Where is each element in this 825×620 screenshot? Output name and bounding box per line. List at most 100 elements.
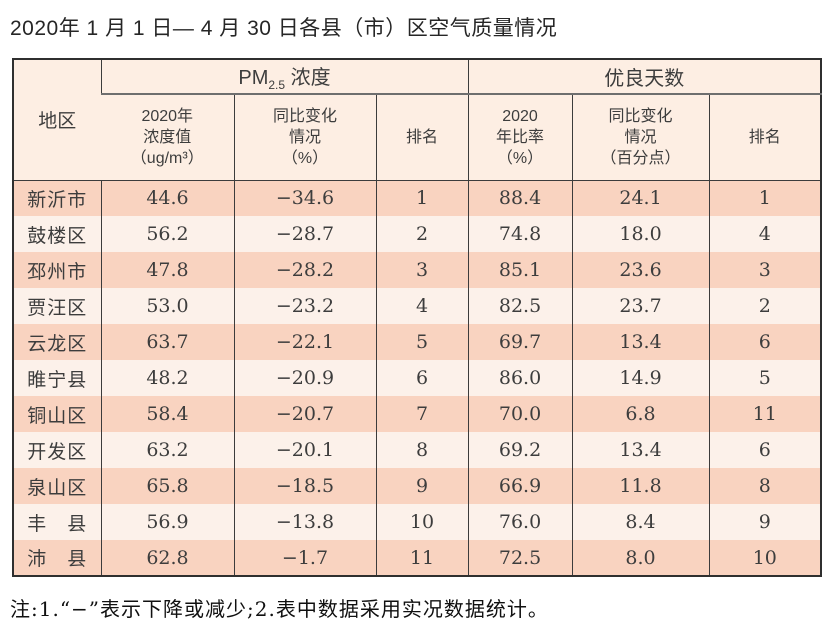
cell-pm-change: −34.6: [233, 180, 376, 216]
cell-pm-value: 56.9: [100, 504, 234, 540]
table-row: 新沂市 44.6 −34.6 1 88.4 24.1 1: [13, 180, 822, 216]
cell-ratio: 70.0: [467, 396, 573, 432]
cell-ratio: 72.5: [467, 540, 573, 576]
table-row: 邳州市 47.8 −28.2 3 85.1 23.6 3: [13, 252, 822, 288]
table-row: 睢宁县 48.2 −20.9 6 86.0 14.9 5: [13, 360, 822, 396]
cell-ratio-rank: 10: [708, 540, 822, 576]
header-group-pm25: PM2.5 浓度: [100, 59, 469, 95]
cell-ratio: 86.0: [467, 360, 573, 396]
cell-pm-value: 48.2: [100, 360, 234, 396]
cell-pm-value: 63.7: [100, 324, 234, 360]
header-pm25-value: 2020年 浓度值 （ug/m³）: [101, 94, 234, 181]
cell-ratio-rank: 8: [708, 468, 822, 504]
cell-ratio-change: 23.7: [571, 288, 710, 324]
cell-pm-rank: 10: [375, 504, 469, 540]
table-body: 新沂市 44.6 −34.6 1 88.4 24.1 1 鼓楼区 56.2 −2…: [13, 180, 822, 576]
header-ratio-change: 同比变化 情况 （百分点）: [571, 94, 710, 181]
cell-pm-value: 58.4: [100, 396, 234, 432]
cell-region: 泉山区: [13, 468, 101, 504]
cell-region: 新沂市: [13, 180, 101, 216]
cell-pm-change: −23.2: [233, 288, 376, 324]
table-row: 开发区 63.2 −20.1 8 69.2 13.4 6: [13, 432, 822, 468]
cell-pm-rank: 5: [375, 324, 469, 360]
header-region: 地区: [13, 59, 101, 181]
cell-pm-change: −20.9: [233, 360, 376, 396]
cell-pm-rank: 1: [375, 180, 469, 216]
cell-region: 邳州市: [13, 252, 101, 288]
page-title: 2020年 1 月 1 日— 4 月 30 日各县（市）区空气质量情况: [10, 17, 558, 40]
cell-pm-value: 47.8: [100, 252, 234, 288]
cell-region: 丰 县: [13, 504, 101, 540]
header-ratio-rank: 排名: [708, 94, 822, 181]
table-row: 云龙区 63.7 −22.1 5 69.7 13.4 6: [13, 324, 822, 360]
cell-ratio-change: 18.0: [571, 216, 710, 252]
cell-pm-value: 65.8: [100, 468, 234, 504]
cell-pm-rank: 7: [375, 396, 469, 432]
table-row: 泉山区 65.8 −18.5 9 66.9 11.8 8: [13, 468, 822, 504]
cell-ratio-rank: 3: [708, 252, 822, 288]
cell-region: 鼓楼区: [13, 216, 101, 252]
cell-pm-change: −28.2: [233, 252, 376, 288]
cell-ratio-rank: 2: [708, 288, 822, 324]
cell-pm-rank: 11: [375, 540, 469, 576]
cell-pm-change: −1.7: [233, 540, 376, 576]
cell-ratio-rank: 6: [708, 324, 822, 360]
header-group-good-days: 优良天数: [467, 59, 822, 95]
cell-ratio: 82.5: [467, 288, 573, 324]
cell-ratio: 74.8: [467, 216, 573, 252]
cell-pm-change: −20.7: [233, 396, 376, 432]
cell-pm-change: −20.1: [233, 432, 376, 468]
cell-ratio: 69.7: [467, 324, 573, 360]
cell-ratio-change: 8.4: [571, 504, 710, 540]
cell-ratio-change: 8.0: [571, 540, 710, 576]
cell-ratio: 85.1: [467, 252, 573, 288]
cell-region: 睢宁县: [13, 360, 101, 396]
table-header: 地区 PM2.5 浓度 优良天数 2020年 浓度值 （ug/m³） 同比变化 …: [13, 59, 822, 181]
cell-pm-value: 53.0: [100, 288, 234, 324]
cell-pm-rank: 9: [375, 468, 469, 504]
cell-pm-change: −22.1: [233, 324, 376, 360]
cell-ratio-rank: 11: [708, 396, 822, 432]
cell-ratio: 88.4: [467, 180, 573, 216]
cell-pm-value: 56.2: [100, 216, 234, 252]
table-footnote: 注:1.“−”表示下降或减少;2.表中数据采用实况数据统计。: [10, 597, 549, 620]
cell-ratio-change: 14.9: [571, 360, 710, 396]
table-row: 贾汪区 53.0 −23.2 4 82.5 23.7 2: [13, 288, 822, 324]
cell-ratio-rank: 5: [708, 360, 822, 396]
cell-ratio-change: 23.6: [571, 252, 710, 288]
cell-ratio-change: 13.4: [571, 324, 710, 360]
cell-ratio: 66.9: [467, 468, 573, 504]
header-pm25-rank: 排名: [375, 94, 469, 181]
cell-pm-rank: 8: [375, 432, 469, 468]
table-row: 丰 县 56.9 −13.8 10 76.0 8.4 9: [13, 504, 822, 540]
pm25-prefix: PM: [238, 67, 269, 89]
table-row: 铜山区 58.4 −20.7 7 70.0 6.8 11: [13, 396, 822, 432]
header-ratio: 2020 年比率 （%）: [467, 94, 573, 181]
cell-region: 贾汪区: [13, 288, 101, 324]
table-row: 鼓楼区 56.2 −28.7 2 74.8 18.0 4: [13, 216, 822, 252]
pm25-subscript: 2.5: [268, 78, 286, 92]
cell-ratio-rank: 9: [708, 504, 822, 540]
cell-ratio-change: 6.8: [571, 396, 710, 432]
cell-pm-rank: 2: [375, 216, 469, 252]
cell-region: 云龙区: [13, 324, 101, 360]
air-quality-table: 地区 PM2.5 浓度 优良天数 2020年 浓度值 （ug/m³） 同比变化 …: [12, 58, 823, 577]
pm25-suffix: 浓度: [285, 67, 331, 89]
cell-ratio: 69.2: [467, 432, 573, 468]
cell-ratio: 76.0: [467, 504, 573, 540]
cell-pm-rank: 3: [375, 252, 469, 288]
cell-ratio-rank: 4: [708, 216, 822, 252]
cell-pm-value: 62.8: [100, 540, 234, 576]
cell-pm-change: −28.7: [233, 216, 376, 252]
cell-pm-change: −13.8: [233, 504, 376, 540]
table-row: 沛 县 62.8 −1.7 11 72.5 8.0 10: [13, 540, 822, 576]
cell-ratio-rank: 1: [708, 180, 822, 216]
cell-ratio-rank: 6: [708, 432, 822, 468]
header-pm25-change: 同比变化 情况 （%）: [233, 94, 376, 181]
cell-pm-rank: 4: [375, 288, 469, 324]
cell-pm-value: 63.2: [100, 432, 234, 468]
cell-pm-change: −18.5: [233, 468, 376, 504]
cell-ratio-change: 11.8: [571, 468, 710, 504]
cell-ratio-change: 24.1: [571, 180, 710, 216]
